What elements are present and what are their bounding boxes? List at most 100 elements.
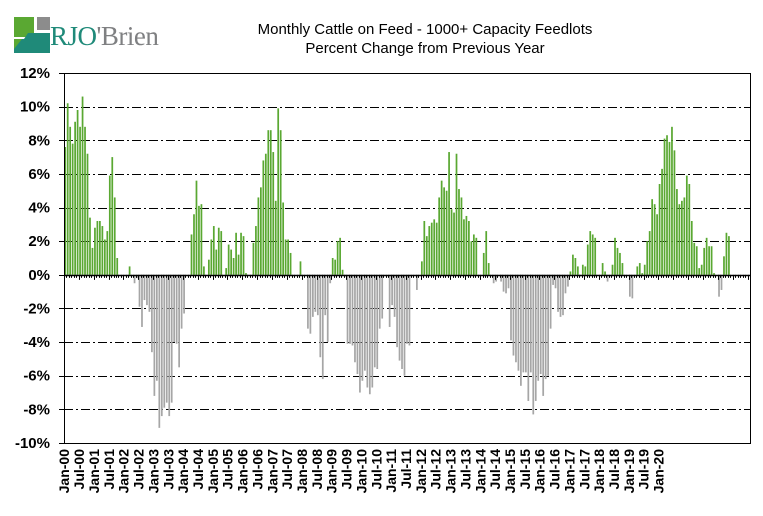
bar — [307, 274, 309, 329]
bar — [435, 222, 438, 275]
bar — [237, 254, 240, 275]
x-tick-label: Jul-08 — [309, 449, 325, 490]
bar — [255, 226, 257, 275]
y-tick-label: -6% — [23, 368, 50, 385]
x-tick-label: Jan-08 — [294, 449, 310, 494]
bar — [349, 274, 351, 344]
bar — [279, 130, 282, 275]
bar — [542, 274, 545, 396]
bar — [482, 252, 485, 275]
bar — [210, 239, 213, 275]
bar — [549, 274, 552, 329]
bar — [601, 263, 604, 275]
bar — [631, 274, 634, 299]
bar — [200, 204, 203, 275]
bar — [240, 232, 242, 275]
bar — [534, 274, 537, 401]
bar — [594, 237, 597, 275]
bar — [663, 138, 666, 275]
bar — [91, 247, 94, 275]
bar — [334, 259, 337, 275]
bar — [460, 197, 463, 275]
bar — [638, 263, 641, 275]
bar — [678, 204, 681, 275]
bar — [230, 249, 233, 275]
bar — [368, 274, 371, 395]
bar — [178, 274, 180, 368]
bar — [74, 121, 76, 275]
x-tick-label: Jan-05 — [205, 449, 221, 494]
x-tick-label: Jan-09 — [324, 449, 340, 494]
bar — [309, 274, 312, 334]
bar — [393, 274, 396, 317]
x-tick-label: Jul-19 — [636, 449, 652, 490]
bar — [458, 189, 460, 275]
bar — [463, 219, 465, 275]
bar — [207, 259, 210, 275]
bar — [661, 168, 663, 275]
bar — [512, 274, 515, 356]
bar — [168, 274, 171, 417]
x-tick-label: Jul-10 — [368, 449, 384, 490]
x-tick-label: Jan-10 — [353, 449, 369, 494]
bar — [173, 274, 176, 343]
bar — [272, 152, 275, 275]
bar — [175, 274, 178, 344]
x-tick-label: Jan-00 — [56, 449, 72, 494]
y-tick-label: -10% — [15, 435, 50, 452]
axes — [64, 73, 751, 444]
bar — [289, 252, 292, 275]
bar — [487, 263, 490, 275]
x-tick-label: Jul-16 — [547, 449, 563, 490]
bar — [552, 274, 554, 285]
bar — [539, 274, 542, 375]
bar — [89, 217, 91, 275]
bar — [136, 274, 138, 279]
bar — [66, 103, 69, 275]
bar — [666, 135, 668, 275]
bar — [425, 236, 428, 275]
bar — [257, 197, 260, 275]
bar — [190, 234, 193, 275]
bar — [86, 153, 89, 275]
bar — [354, 274, 356, 363]
x-tick-label: Jan-15 — [502, 449, 518, 494]
bar — [629, 274, 631, 297]
bar — [591, 234, 594, 275]
bar — [710, 246, 713, 275]
bar — [448, 152, 450, 275]
bar — [475, 237, 478, 275]
bar — [378, 274, 381, 329]
x-tick-label: Jan-02 — [116, 449, 132, 494]
bar — [373, 274, 376, 368]
bar — [557, 274, 559, 312]
bar — [527, 274, 530, 401]
x-tick-label: Jan-16 — [532, 449, 548, 494]
bar — [440, 180, 443, 275]
bar — [84, 126, 86, 275]
x-tick-label: Jul-02 — [131, 449, 147, 490]
rjobrien-logo: RJO'Brien — [14, 17, 244, 53]
bar — [423, 221, 426, 275]
bar — [391, 274, 393, 306]
bar — [723, 256, 725, 275]
bar — [668, 141, 671, 275]
bar — [71, 143, 74, 275]
x-tick-label: Jan-03 — [145, 449, 161, 494]
bar — [529, 274, 532, 373]
bar — [700, 264, 703, 275]
bar — [450, 209, 453, 275]
bar — [621, 263, 624, 275]
bar — [113, 197, 116, 275]
bar — [465, 215, 468, 275]
bar — [128, 266, 131, 275]
bar — [698, 268, 701, 275]
bar — [331, 258, 334, 275]
bar — [108, 175, 111, 275]
bar — [267, 130, 270, 275]
bar — [339, 237, 341, 275]
bar — [537, 274, 540, 381]
bar — [165, 274, 168, 403]
bar — [581, 264, 584, 275]
bar — [420, 261, 423, 275]
